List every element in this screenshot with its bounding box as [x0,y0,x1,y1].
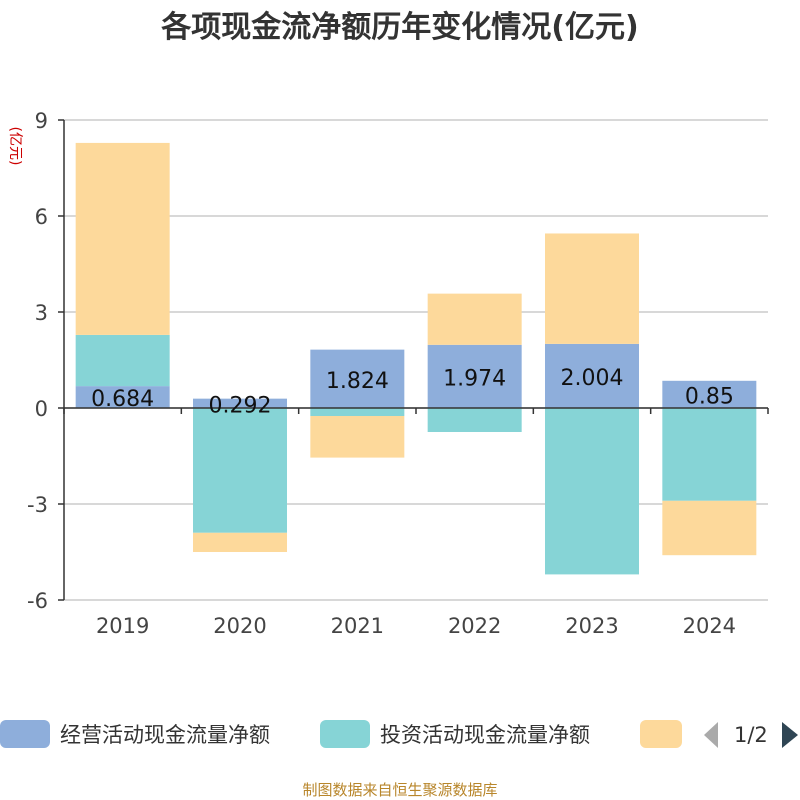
data-labels: 0.684 0.292 1.824 1.974 2.004 0.85 [91,366,734,418]
bars [75,142,757,575]
y-tick-label: -6 [27,589,48,613]
data-label: 0.684 [91,387,154,412]
axes: 9 6 3 0 -3 -6 2019 2020 2021 2022 2023 2024 [27,109,769,638]
bar-segment-2-2019[interactable] [75,334,170,387]
bar-segment-1-2019[interactable] [75,386,170,408]
data-label: 1.824 [326,369,389,394]
y-tick-label: 0 [35,397,48,421]
bar-segment-3-2020[interactable] [193,532,287,552]
bar-segment-1-2021[interactable] [310,349,405,408]
legend-page-indicator: 1/2 [734,723,768,747]
x-tick-label: 2019 [96,614,149,638]
legend-prev-page-icon[interactable] [704,722,718,748]
bar-segment-2-2024[interactable] [662,408,757,501]
y-tick-label: 6 [35,205,48,229]
y-tick-label: 9 [35,109,48,133]
legend-swatch-investing[interactable] [320,720,370,748]
data-label: 0.85 [685,384,734,409]
bar-segment-3-2023[interactable] [545,233,639,344]
bar-segment-2-2022[interactable] [427,408,522,432]
x-tick-label: 2021 [331,614,384,638]
data-label: 2.004 [561,366,624,391]
legend-swatch-financing[interactable] [640,720,682,748]
y-axis-label: (亿元) [7,127,23,166]
bar-segment-3-2022[interactable] [427,293,522,345]
x-tick-label: 2022 [448,614,501,638]
bar-segment-1-2020[interactable] [193,398,287,408]
y-tick-label: 3 [35,301,48,325]
x-tick-label: 2023 [565,614,618,638]
chart-title: 各项现金流净额历年变化情况(亿元) [160,10,638,45]
x-tick-label: 2020 [213,614,266,638]
legend-swatch-operating[interactable] [0,720,50,748]
bar-segment-1-2022[interactable] [427,344,522,408]
bar-segment-3-2019[interactable] [75,142,170,335]
bar-segment-3-2024[interactable] [662,500,757,556]
bar-segment-1-2023[interactable] [545,343,639,408]
data-label: 1.974 [443,366,506,391]
legend-next-page-icon[interactable] [782,722,798,748]
bar-segment-2-2023[interactable] [545,408,639,575]
legend-label-investing[interactable]: 投资活动现金流量净额 [380,723,590,747]
bar-segment-1-2024[interactable] [662,380,757,408]
legend-label-operating[interactable]: 经营活动现金流量净额 [60,723,270,747]
bar-segment-3-2021[interactable] [310,416,405,458]
legend: 经营活动现金流量净额 投资活动现金流量净额 1/2 [0,720,798,748]
source-note: 制图数据来自恒生聚源数据库 [302,781,497,799]
data-label: 0.292 [209,393,272,418]
y-tick-label: -3 [27,493,48,517]
x-tick-label: 2024 [683,614,736,638]
bar-segment-2-2020[interactable] [193,408,287,533]
bar-segment-2-2021[interactable] [310,408,405,416]
